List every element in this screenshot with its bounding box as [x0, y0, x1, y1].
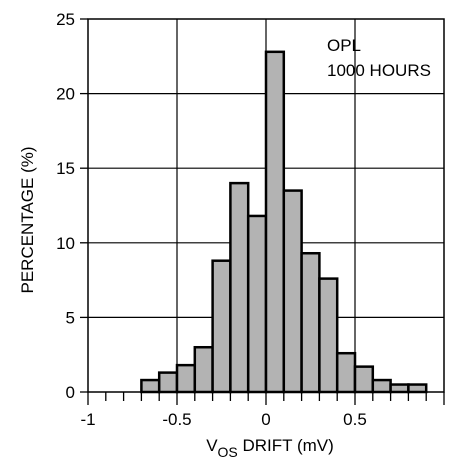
histogram-bar: [229, 181, 250, 394]
x-axis-label-prefix: V: [206, 436, 218, 455]
histogram-bar: [193, 345, 214, 394]
y-tick-label: 0: [66, 383, 75, 402]
y-tick-label: 20: [56, 85, 75, 104]
histogram-bar: [300, 251, 321, 394]
histogram-bar: [246, 214, 268, 394]
axis-ticks: [80, 18, 445, 405]
histogram-bar: [211, 259, 232, 394]
x-tick-label: -0.5: [162, 410, 191, 429]
histogram-bar: [335, 351, 357, 394]
histogram-bar: [371, 378, 392, 394]
y-tick-labels: 0 5 10 15 20 25: [56, 10, 75, 402]
annotation-line-2: 1000 HOURS: [327, 61, 431, 80]
y-tick-label: 5: [66, 308, 75, 327]
y-tick-label: 15: [56, 159, 75, 178]
x-tick-label: 0.5: [343, 410, 367, 429]
y-axis-label: PERCENTAGE (%): [18, 146, 37, 293]
annotation-line-1: OPL: [327, 36, 361, 55]
histogram-bars: [140, 50, 428, 394]
histogram-bar: [157, 371, 179, 394]
histogram-bar: [175, 363, 197, 394]
x-tick-labels: -1 -0.5 0 0.5: [80, 410, 366, 429]
histogram-bar: [318, 277, 339, 394]
histogram-bar: [353, 365, 375, 394]
x-tick-label: 0: [261, 410, 270, 429]
histogram-bar: [140, 378, 161, 394]
y-tick-label: 25: [56, 10, 75, 29]
x-axis-label-suffix: DRIFT (mV): [238, 436, 334, 455]
x-tick-label: -1: [80, 410, 95, 429]
x-axis-label-subscript: OS: [218, 444, 238, 460]
histogram-bar: [264, 50, 286, 394]
histogram-bar: [282, 189, 303, 394]
histogram-bar: [407, 383, 428, 394]
histogram-bar: [389, 383, 410, 394]
plot-frame: [87, 18, 445, 393]
x-axis-label: VOS DRIFT (mV): [206, 436, 334, 460]
y-tick-label: 10: [56, 234, 75, 253]
chart-annotation: OPL 1000 HOURS: [327, 36, 431, 80]
